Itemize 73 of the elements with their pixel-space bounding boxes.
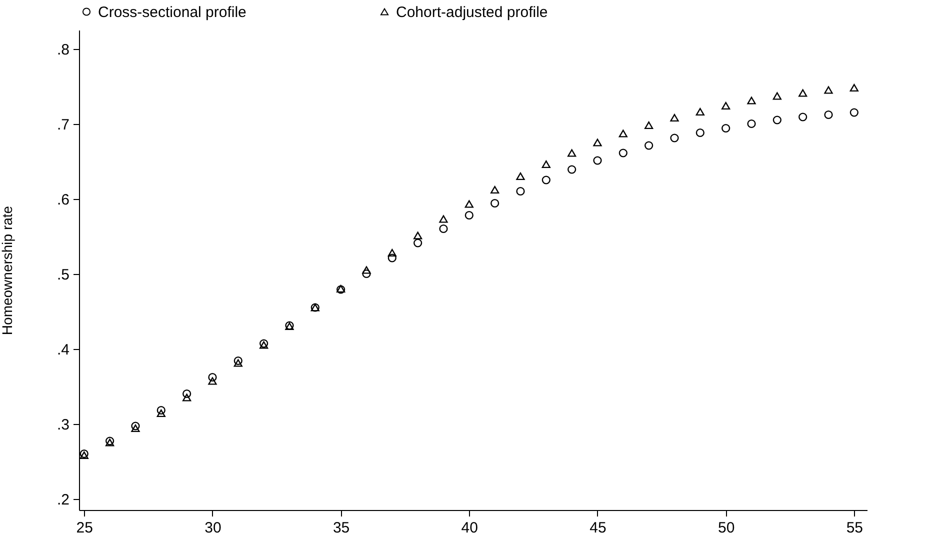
point	[747, 96, 756, 104]
point	[234, 359, 242, 367]
point	[414, 232, 422, 240]
y-tick-label: .8	[56, 41, 70, 58]
legend-label: Cross-sectional profile	[98, 4, 246, 21]
point	[490, 186, 500, 194]
point	[131, 422, 140, 430]
x-tick-label: 50	[718, 520, 735, 536]
point	[618, 130, 628, 138]
point	[593, 138, 602, 146]
point	[388, 254, 396, 262]
point	[696, 108, 704, 116]
point	[208, 377, 217, 385]
point	[542, 176, 550, 184]
point	[850, 108, 858, 117]
point	[824, 86, 833, 94]
point	[156, 406, 166, 415]
point	[208, 372, 217, 382]
point	[722, 124, 730, 133]
point	[798, 89, 808, 97]
point	[772, 116, 782, 124]
point	[156, 409, 166, 418]
point	[772, 92, 782, 100]
point	[722, 102, 730, 110]
legend-label: Cohort-adjusted profile	[396, 4, 548, 21]
point	[696, 128, 704, 138]
point	[362, 266, 371, 274]
y-tick-label: .2	[56, 491, 70, 508]
point	[414, 238, 422, 248]
x-tick-label: 40	[461, 520, 478, 536]
y-tick-label: .5	[56, 266, 70, 284]
point	[798, 112, 808, 122]
point	[516, 172, 525, 180]
point	[618, 148, 628, 158]
x-tick-label: 55	[846, 520, 864, 536]
point	[182, 394, 192, 402]
point	[542, 160, 550, 168]
x-tick-label: 45	[590, 520, 606, 536]
point	[464, 210, 474, 220]
point	[131, 424, 140, 432]
point	[568, 165, 576, 174]
y-tick-label: .4	[56, 341, 70, 358]
point	[670, 114, 679, 122]
point	[234, 356, 242, 366]
point	[182, 389, 192, 398]
x-tick-label: 35	[332, 520, 350, 536]
point	[568, 149, 576, 157]
point	[644, 121, 654, 130]
point	[747, 119, 756, 128]
y-axis-title: Homeownership rate	[0, 206, 15, 336]
point	[670, 134, 679, 142]
point	[105, 436, 114, 446]
x-tick-label: 30	[204, 520, 222, 536]
point	[80, 449, 88, 458]
point	[260, 339, 268, 348]
point	[850, 84, 858, 92]
point	[80, 451, 88, 460]
point	[593, 156, 602, 165]
point	[388, 248, 396, 257]
point	[439, 215, 448, 223]
y-tick-label: .6	[56, 191, 70, 208]
point	[490, 198, 500, 208]
point	[516, 186, 525, 196]
point	[362, 269, 371, 278]
y-tick-label: .7	[56, 116, 70, 134]
point	[644, 141, 654, 150]
point	[260, 341, 268, 349]
x-tick-label: 25	[76, 520, 93, 536]
point	[105, 438, 114, 446]
point	[464, 200, 474, 208]
point	[439, 224, 448, 234]
y-tick-label: .3	[56, 416, 70, 434]
point	[824, 110, 833, 120]
